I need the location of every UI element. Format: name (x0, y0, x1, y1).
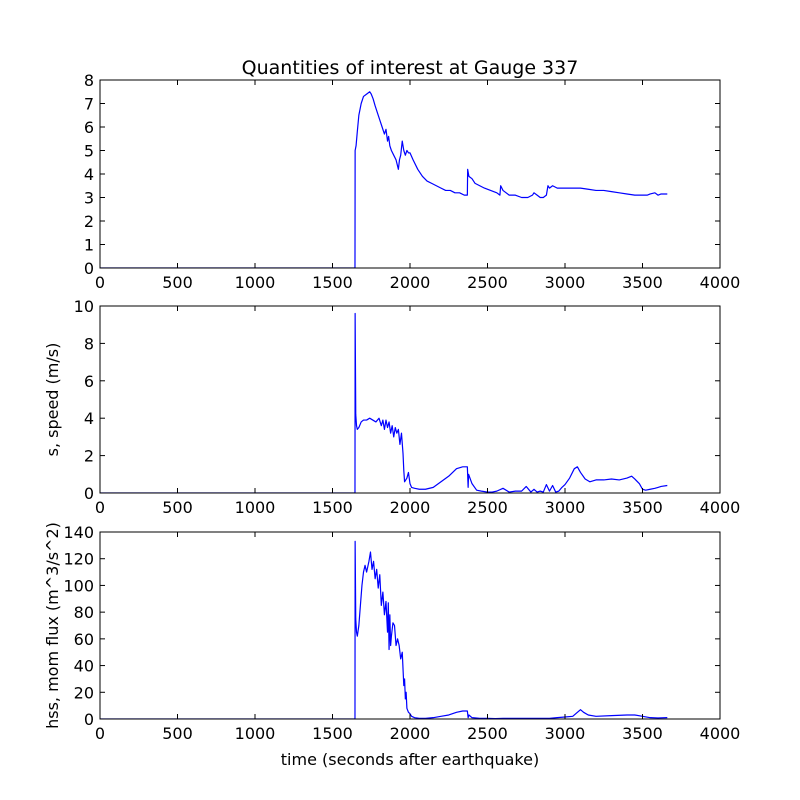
x-tick-label: 3500 (622, 724, 663, 743)
axes-frame (99, 305, 721, 494)
y-axis-label: s, speed (m/s) (43, 343, 62, 457)
y-tick-label: 2 (84, 212, 94, 231)
x-tick-label: 2500 (467, 273, 508, 292)
y-tick-label: 0 (84, 484, 94, 503)
axes-frame (99, 531, 721, 720)
series-line (100, 312, 668, 493)
x-tick-label: 3000 (545, 498, 586, 517)
x-tick-label: 2500 (467, 498, 508, 517)
y-tick-label: 3 (84, 189, 94, 208)
y-tick-label: 0 (84, 710, 94, 729)
y-tick-label: 140 (63, 523, 94, 542)
x-tick-label: 3500 (622, 273, 663, 292)
y-tick-label: 1 (84, 236, 94, 255)
axes-frame (99, 79, 721, 269)
y-tick-label: 0 (84, 259, 94, 278)
chart-title: Quantities of interest at Gauge 337 (242, 57, 579, 79)
x-tick-label: 3000 (545, 724, 586, 743)
y-tick-label: 5 (84, 142, 94, 161)
x-tick-label: 500 (162, 724, 193, 743)
y-tick-label: 4 (84, 165, 94, 184)
x-tick-label: 1000 (235, 724, 276, 743)
x-tick-label: 0 (95, 498, 105, 517)
x-tick-label: 2000 (390, 273, 431, 292)
y-tick-label: 100 (63, 576, 94, 595)
panel-top: 0 500 1000 1500 2000 2500 3000 3500 400001234567… (84, 71, 741, 292)
x-tick-label: 2000 (390, 724, 431, 743)
x-tick-label: 1000 (235, 273, 276, 292)
y-tick-label: 40 (74, 657, 94, 676)
x-axis-label: time (seconds after earthquake) (281, 750, 539, 769)
series-line (100, 91, 668, 268)
y-tick-label: 2 (84, 447, 94, 466)
y-tick-label: 10 (74, 297, 94, 316)
y-tick-label: 6 (84, 372, 94, 391)
x-tick-label: 4000 (700, 724, 741, 743)
y-tick-label: 6 (84, 118, 94, 137)
x-tick-label: 4000 (700, 273, 741, 292)
x-tick-label: 0 (95, 273, 105, 292)
x-tick-label: 1500 (312, 273, 353, 292)
y-tick-label: 4 (84, 409, 94, 428)
x-tick-label: 1500 (312, 724, 353, 743)
y-axis-label: hss, mom flux (m^3/s^2) (43, 522, 62, 729)
x-tick-label: 3500 (622, 498, 663, 517)
y-tick-label: 8 (84, 71, 94, 90)
y-tick-label: 7 (84, 95, 94, 114)
y-tick-label: 20 (74, 683, 94, 702)
y-tick-label: 8 (84, 334, 94, 353)
x-tick-label: 500 (162, 273, 193, 292)
x-tick-label: 1000 (235, 498, 276, 517)
y-tick-label: 60 (74, 630, 94, 649)
series-line (100, 540, 668, 719)
x-tick-label: 2500 (467, 724, 508, 743)
panel-mom-flux: 0 500 1000 1500 2000 2500 3000 3500 4000 0 20 40 60 8… (43, 522, 740, 743)
x-tick-label: 1500 (312, 498, 353, 517)
x-tick-label: 3000 (545, 273, 586, 292)
y-tick-label: 80 (74, 603, 94, 622)
x-tick-label: 2000 (390, 498, 431, 517)
x-tick-label: 0 (95, 724, 105, 743)
x-tick-label: 4000 (700, 498, 741, 517)
y-tick-label: 120 (63, 550, 94, 569)
panel-speed: 0 500 1000 1500 2000 2500 3000 3500 4000 0 2 4 6 8 10 s… (43, 297, 740, 517)
x-tick-label: 500 (162, 498, 193, 517)
